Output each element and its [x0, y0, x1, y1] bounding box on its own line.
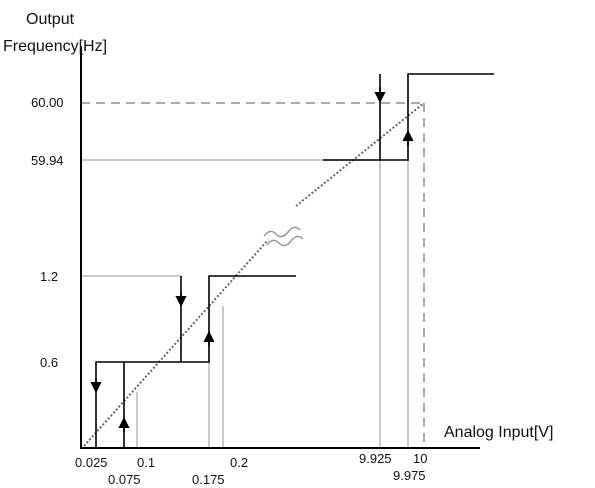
- diagonal-upper: [295, 102, 425, 207]
- y-tick-label: 1.2: [40, 269, 58, 284]
- direction-arrows: [90, 87, 414, 432]
- x-tick-label: 0.2: [230, 455, 248, 470]
- y-tick-label: 0.6: [40, 355, 58, 370]
- x-axis-title: Analog Input[V]: [444, 424, 553, 441]
- y-axis-title-line-2: Frequency[Hz]: [3, 38, 107, 55]
- guide-lines: [81, 159, 409, 448]
- diagonal-reference: [83, 102, 425, 447]
- x-tick-label: 0.075: [108, 472, 141, 487]
- axis-break-symbol: [263, 226, 304, 247]
- step-curve: [95, 73, 494, 448]
- y-tick-label: 59.94: [31, 153, 64, 168]
- axes: [80, 46, 480, 449]
- x-tick-label: 10: [413, 451, 427, 466]
- y-axis-title-line-1: Output: [26, 11, 75, 28]
- diagonal-lower: [83, 239, 269, 447]
- step-high: [323, 73, 494, 161]
- step-low: [95, 275, 296, 448]
- x-tick-label: 0.1: [137, 455, 155, 470]
- x-tick-label: 9.975: [393, 468, 426, 483]
- x-tick-label: 0.175: [192, 472, 225, 487]
- x-tick-label: 9.925: [359, 451, 392, 466]
- y-tick-label: 60.00: [31, 95, 64, 110]
- dashed-reference-lines: [81, 102, 425, 448]
- x-tick-label: 0.025: [75, 455, 108, 470]
